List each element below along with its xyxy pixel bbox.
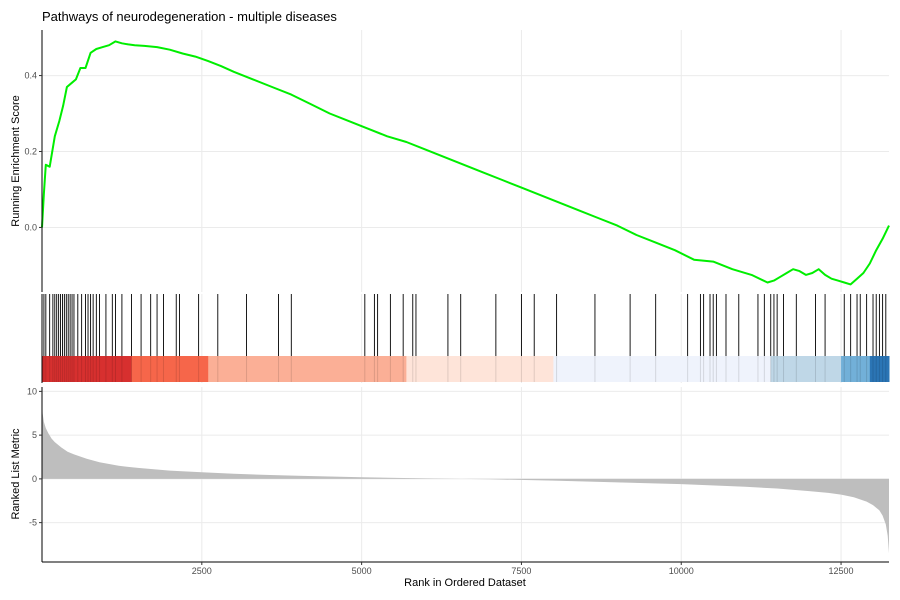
gene-hit-panel <box>41 294 890 383</box>
metric-y-ticks: 10 5 0 -5 <box>27 386 42 528</box>
ranking-color-bands <box>42 356 890 382</box>
es-y-tick-label-1: 0.2 <box>24 147 37 157</box>
es-y-tick-label-0: 0.0 <box>24 222 37 232</box>
running-enrichment-score-line <box>41 40 890 286</box>
metric-y-tick-label-0: 10 <box>27 386 37 396</box>
ranked-list-metric-area <box>42 395 889 554</box>
ranked-metric-panel: 10 5 0 -5 2500 5000 7500 10000 12500 Ranked Lis… <box>10 386 889 589</box>
gene-hit-marks <box>43 294 887 356</box>
color-band-4 <box>553 356 772 382</box>
color-band-5 <box>770 356 842 382</box>
metric-y-tick-label-3: -5 <box>29 518 37 528</box>
x-ticks: 2500 5000 7500 10000 12500 <box>192 562 854 576</box>
x-tick-label-3: 10000 <box>669 566 694 576</box>
metric-y-tick-label-2: 0 <box>32 474 37 484</box>
metric-y-axis-label: Ranked List Metric <box>10 428 22 520</box>
color-band-0 <box>42 356 132 382</box>
color-band-6 <box>841 356 871 382</box>
color-band-7 <box>869 356 890 382</box>
x-tick-label-1: 5000 <box>352 566 372 576</box>
color-band-2 <box>208 356 407 382</box>
es-y-tick-label-2: 0.4 <box>24 71 37 81</box>
es-y-axis-label: Running Enrichment Score <box>10 95 22 226</box>
metric-gridlines <box>42 387 889 562</box>
color-band-3 <box>406 356 554 382</box>
x-tick-label-2: 7500 <box>511 566 531 576</box>
es-gridlines <box>42 30 889 292</box>
es-y-ticks: 0.0 0.2 0.4 <box>24 71 42 232</box>
metric-y-tick-label-1: 5 <box>32 430 37 440</box>
chart-title: Pathways of neurodegeneration - multiple… <box>42 9 337 24</box>
x-tick-label-4: 12500 <box>829 566 854 576</box>
color-band-1 <box>131 356 209 382</box>
x-axis-label: Rank in Ordered Dataset <box>404 577 526 589</box>
x-tick-label-0: 2500 <box>192 566 212 576</box>
enrichment-score-panel: 0.0 0.2 0.4 Running Enrichment Score <box>10 30 890 292</box>
